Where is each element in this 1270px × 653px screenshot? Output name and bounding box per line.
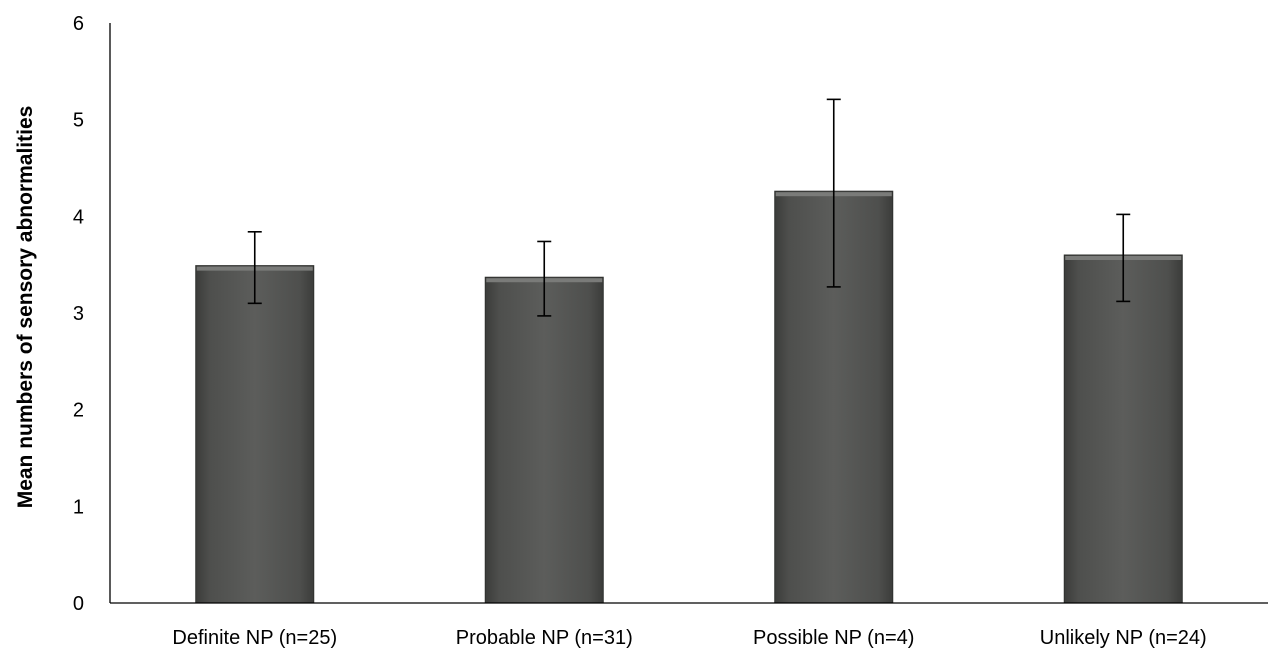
y-tick-label: 2	[73, 400, 84, 422]
y-tick-label: 6	[73, 13, 84, 35]
y-axis-ticks: 0 1 2 3 4 5 6	[73, 13, 84, 615]
bar	[1063, 254, 1183, 604]
y-tick-label: 3	[73, 303, 84, 325]
x-category-label: Possible NP (n=4)	[753, 627, 914, 649]
x-axis-labels: Definite NP (n=25) Probable NP (n=31) Poss…	[172, 627, 1206, 649]
bar	[484, 276, 604, 604]
y-tick-label: 4	[73, 206, 84, 228]
x-category-label: Probable NP (n=31)	[456, 627, 633, 649]
y-tick-label: 1	[73, 496, 84, 518]
x-category-label: Definite NP (n=25)	[172, 627, 337, 649]
x-category-label: Unlikely NP (n=24)	[1040, 627, 1207, 649]
y-axis-label: Mean numbers of sensory abnormalities	[14, 106, 37, 509]
bars	[195, 190, 1183, 604]
bar	[195, 265, 315, 604]
error-bars	[247, 98, 1131, 317]
y-tick-label: 5	[73, 110, 84, 132]
y-tick-label: 0	[73, 593, 84, 615]
